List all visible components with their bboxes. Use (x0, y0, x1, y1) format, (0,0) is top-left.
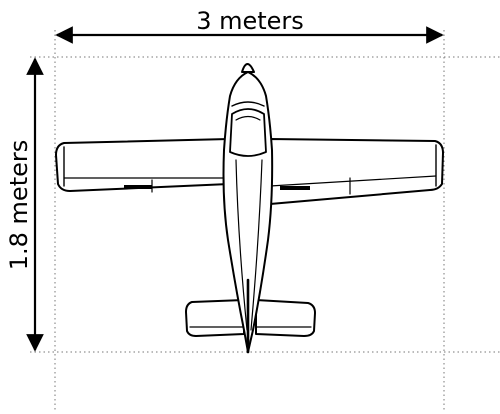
right-horizontal-stabilizer (255, 299, 316, 337)
right-wing-mark (280, 186, 310, 190)
fuselage-left-line (235, 159, 248, 331)
width-dimension: 3 meters (55, 7, 444, 44)
fuselage-right-line (250, 159, 263, 331)
dotted-guides (30, 30, 500, 410)
cowling-line (231, 101, 265, 107)
canopy (229, 108, 267, 157)
propeller-spinner (241, 63, 255, 73)
right-wing-flap-line (269, 175, 437, 187)
left-wing-mark (124, 185, 152, 189)
left-wing (55, 138, 230, 192)
height-dimension: 1.8 meters (5, 57, 44, 352)
canopy-frame-line (235, 115, 261, 121)
width-label: 3 meters (196, 7, 304, 35)
airplane-top-view-icon (55, 63, 444, 354)
height-label: 1.8 meters (5, 140, 33, 271)
right-wing (269, 138, 444, 205)
left-horizontal-stabilizer (185, 299, 245, 337)
